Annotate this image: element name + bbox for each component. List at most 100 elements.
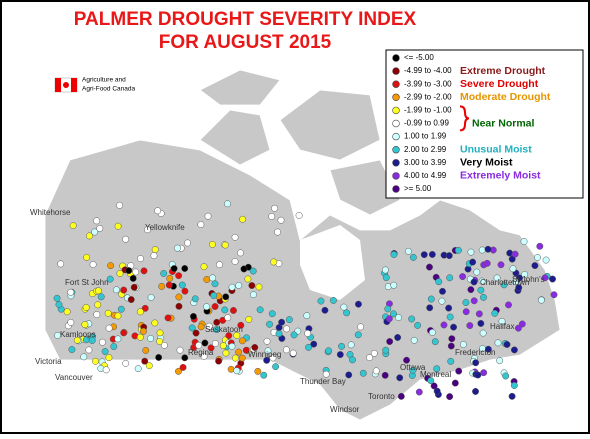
station-dot [175, 367, 182, 375]
station-dot [266, 320, 273, 328]
station-dot [73, 336, 81, 344]
station-dot [270, 258, 278, 266]
station-dot [192, 329, 200, 337]
title: PALMER DROUGHT SEVERITY INDEX [74, 9, 417, 30]
station-dot [459, 273, 467, 281]
station-dot [282, 346, 290, 354]
station-dot [479, 329, 487, 337]
station-dot [534, 254, 541, 261]
station-dot [93, 311, 101, 319]
legend-group: Moderate Drought [460, 91, 551, 103]
station-dot [94, 301, 102, 309]
station-dot [233, 332, 241, 339]
station-dot [195, 341, 203, 349]
station-dot [508, 392, 516, 400]
station-dot [268, 310, 276, 318]
station-dot [409, 253, 417, 261]
legend: <= -5.00 -4.99 to -4.00 -3.99 to -3.00 -2.9… [392, 53, 551, 193]
city-label: Thunder Bay [300, 377, 346, 386]
station-dot [472, 359, 480, 367]
island [329, 159, 401, 216]
city-label: St John's [512, 275, 545, 284]
legend-range: 4.00 to 4.99 [404, 171, 447, 180]
station-dot [238, 354, 246, 362]
station-dot [178, 281, 186, 289]
station-dot [211, 280, 219, 288]
island [279, 89, 381, 161]
station-dot [433, 387, 441, 395]
station-dot [408, 315, 416, 323]
station-dot [345, 371, 353, 379]
station-dot [260, 371, 268, 379]
station-dot [240, 265, 248, 273]
city-label: Whitehorse [30, 208, 71, 217]
station-dot [110, 343, 118, 350]
legend-swatch [392, 67, 400, 75]
station-dot [250, 291, 257, 299]
station-dot [222, 349, 230, 357]
station-dot [256, 306, 264, 314]
station-dot [224, 200, 231, 208]
station-dot [255, 283, 263, 291]
station-dot [91, 228, 99, 236]
station-dot [446, 313, 454, 321]
station-dot [201, 339, 209, 347]
legend-swatch [392, 54, 400, 62]
station-dot [496, 357, 504, 365]
station-dot [215, 357, 223, 365]
station-dot [142, 346, 150, 354]
station-dot [440, 321, 448, 329]
station-dot [147, 294, 155, 301]
station-dot [310, 340, 318, 348]
station-dot [541, 274, 549, 282]
station-dot [469, 258, 477, 266]
land [44, 69, 561, 421]
station-dot [197, 323, 205, 331]
station-dot [384, 305, 392, 313]
station-dot [141, 304, 149, 312]
legend-range: 2.00 to 2.99 [404, 145, 447, 154]
station-dot [237, 249, 244, 257]
station-dot [289, 349, 297, 357]
station-dot [263, 356, 271, 364]
city-label: Ottawa [400, 363, 426, 372]
station-dot [114, 222, 122, 230]
station-dot [204, 212, 212, 220]
legend-box [385, 49, 584, 199]
station-dot [181, 287, 189, 295]
station-dot [63, 308, 71, 316]
legend-swatch [392, 172, 400, 180]
city-label: Victoria [35, 357, 62, 366]
station-dot [404, 247, 412, 255]
station-dot [420, 251, 428, 259]
station-dot [233, 367, 241, 375]
station-dot [366, 354, 373, 362]
logo: Agriculture and Agri-Food Canada [54, 77, 135, 93]
station-dot [164, 314, 172, 322]
station-dot [272, 363, 280, 371]
station-dot [237, 321, 245, 329]
station-dot [478, 246, 486, 254]
station-dot [473, 268, 481, 276]
station-dot [370, 349, 378, 357]
station-dot [521, 270, 529, 278]
station-dot [357, 323, 364, 331]
station-dot [207, 344, 215, 352]
station-dot [536, 242, 544, 250]
station-dot [184, 239, 192, 247]
flag-leaf [63, 82, 69, 88]
station-dot [304, 329, 312, 337]
station-dot [354, 331, 362, 339]
station-dot [283, 325, 291, 333]
station-dot [116, 270, 124, 277]
station-dot [254, 367, 262, 375]
station-dot [290, 331, 298, 339]
station-dot [151, 319, 159, 327]
city-label: Windsor [330, 405, 360, 414]
station-dot [85, 346, 93, 354]
station-dot [209, 274, 217, 282]
station-dot [96, 224, 104, 232]
station-dot [372, 367, 380, 375]
